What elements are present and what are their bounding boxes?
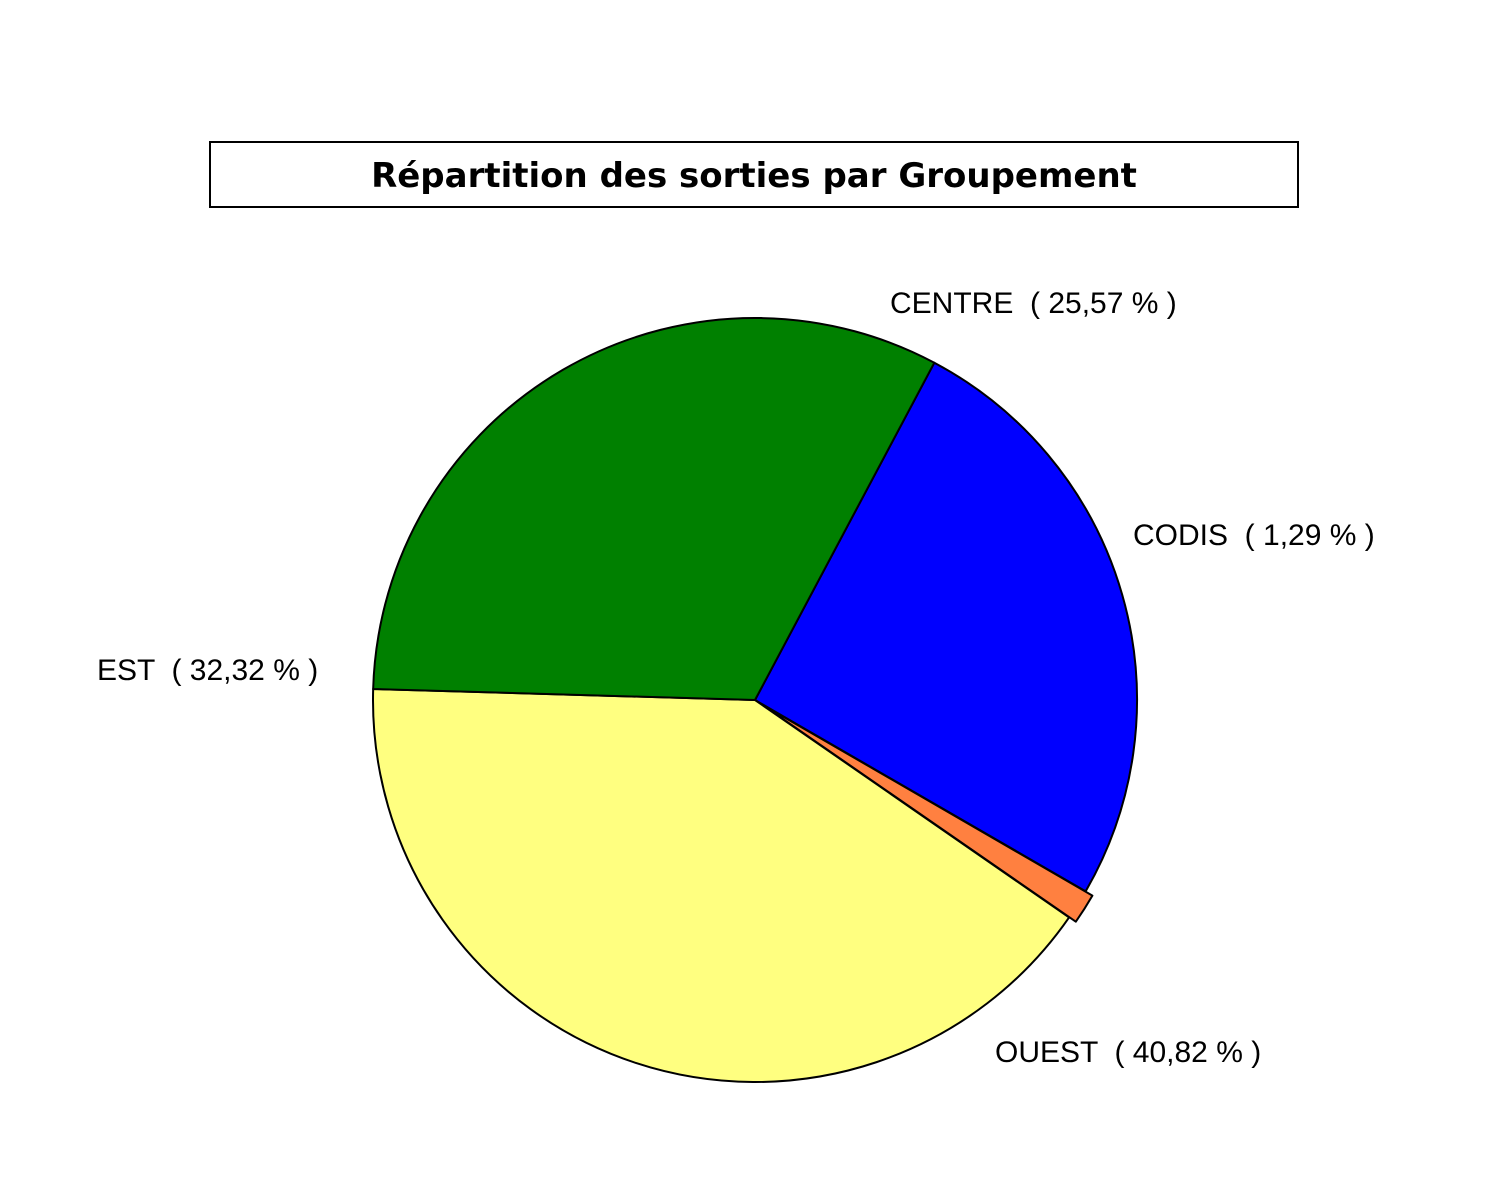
- slice-label-est: EST ( 32,32 % ): [97, 654, 318, 687]
- pie-labels: CENTRE ( 25,57 % ) CODIS ( 1,29 % ) OUEST …: [97, 287, 1375, 1069]
- pie-slice-centre: [754, 361, 1138, 893]
- slice-label-codis: CODIS ( 1,29 % ): [1133, 519, 1375, 552]
- slice-label-ouest: OUEST ( 40,82 % ): [995, 1036, 1261, 1069]
- chart-title-box: Répartition des sorties par Groupement: [209, 141, 1299, 208]
- chart-title: Répartition des sorties par Groupement: [371, 156, 1137, 196]
- pie-slice-codis: [760, 703, 1094, 923]
- chart-title-frame: [209, 141, 1299, 208]
- slice-label-centre: CENTRE ( 25,57 % ): [890, 287, 1177, 320]
- pie-slice-ouest: [372, 688, 1071, 1083]
- pie-slices: [372, 317, 1138, 1083]
- pie-slice-est: [372, 317, 936, 701]
